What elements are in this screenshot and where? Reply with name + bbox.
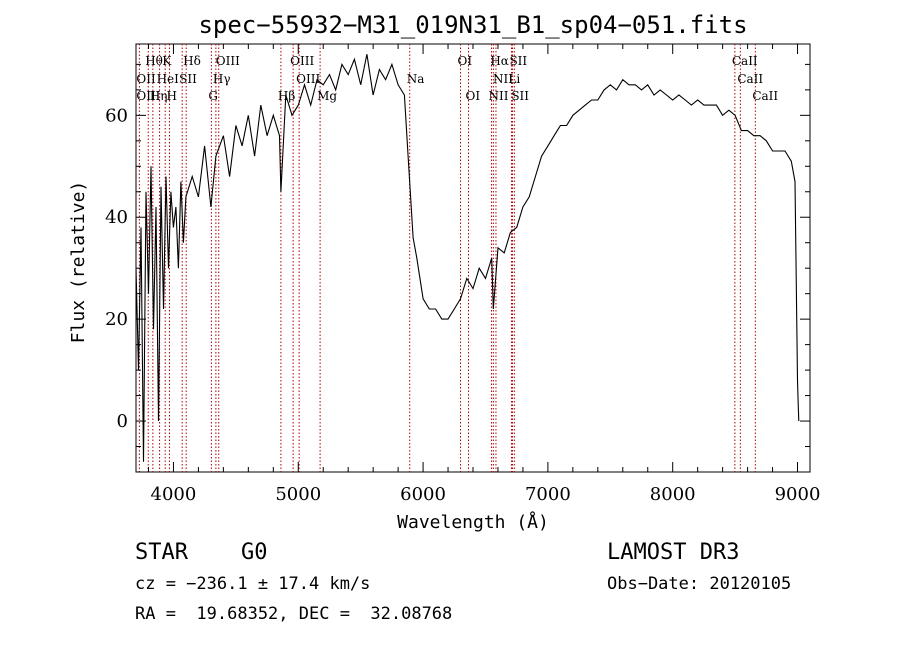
y-tick-label: 40: [105, 207, 128, 228]
line-marker-label: SII: [511, 89, 529, 103]
line-marker-label: NII: [488, 89, 508, 103]
line-marker-label: Hη: [150, 89, 168, 103]
class-label: STAR: [135, 540, 188, 565]
y-axis-label: Flux (relative): [68, 181, 89, 344]
plot-frame: [135, 43, 811, 473]
line-marker-label: CaII: [752, 89, 778, 103]
line-marker-label: Hθ: [145, 54, 163, 68]
survey-label: LAMOST DR3: [607, 540, 740, 565]
line-marker-label: H: [166, 89, 176, 103]
line-marker-label: Mg: [317, 89, 337, 103]
y-tick-label: 60: [105, 105, 128, 126]
line-marker-label: CaII: [737, 72, 763, 86]
x-tick-label: 4000: [151, 484, 197, 505]
line-marker-label: Hα: [490, 54, 509, 68]
line-marker-label: OI: [466, 89, 481, 103]
x-axis-ticks: 4000 5000 6000 7000 8000 9000: [147, 44, 821, 505]
line-marker-label: OIII: [290, 54, 314, 68]
cz-value: cz = −236.1 ± 17.4 km/s: [135, 574, 371, 594]
line-marker-label: G: [208, 89, 218, 103]
spectrum-line: [135, 54, 800, 462]
coordinates: RA = 19.68352, DEC = 32.08768: [135, 604, 453, 624]
line-marker-label: OII: [136, 72, 156, 86]
line-marker-label: Li: [508, 72, 520, 86]
line-marker-label: K: [162, 54, 172, 68]
y-tick-label: 20: [105, 309, 128, 330]
line-marker-label: OIII: [136, 89, 160, 103]
line-marker-label: HeI: [157, 72, 180, 86]
x-axis-label: Wavelength (Å): [397, 511, 549, 533]
line-marker-label: Na: [407, 72, 425, 86]
y-tick-label: 0: [117, 411, 128, 432]
x-tick-label: 8000: [650, 484, 696, 505]
x-tick-label: 5000: [275, 484, 321, 505]
line-markers: [138, 44, 756, 472]
line-marker-label: NII: [493, 72, 513, 86]
y-axis-ticks: 0 20 40 60: [105, 63, 810, 473]
line-marker-label: CaII: [732, 54, 758, 68]
line-marker-label: OIII: [216, 54, 240, 68]
x-tick-label: 9000: [775, 484, 821, 505]
line-marker-label: SII: [509, 54, 527, 68]
chart-title: spec−55932−M31_019N31_B1_sp04−051.fits: [198, 11, 747, 39]
x-tick-label: 7000: [525, 484, 571, 505]
line-marker-label: Hδ: [183, 54, 201, 68]
line-marker-label: Hγ: [213, 72, 231, 86]
line-marker-label: OIII: [296, 72, 320, 86]
line-marker-label: OI: [458, 54, 473, 68]
obs-date: Obs−Date: 20120105: [607, 574, 792, 594]
subclass-label: G0: [241, 540, 268, 565]
line-marker-label: SII: [179, 72, 197, 86]
x-tick-label: 6000: [400, 484, 446, 505]
